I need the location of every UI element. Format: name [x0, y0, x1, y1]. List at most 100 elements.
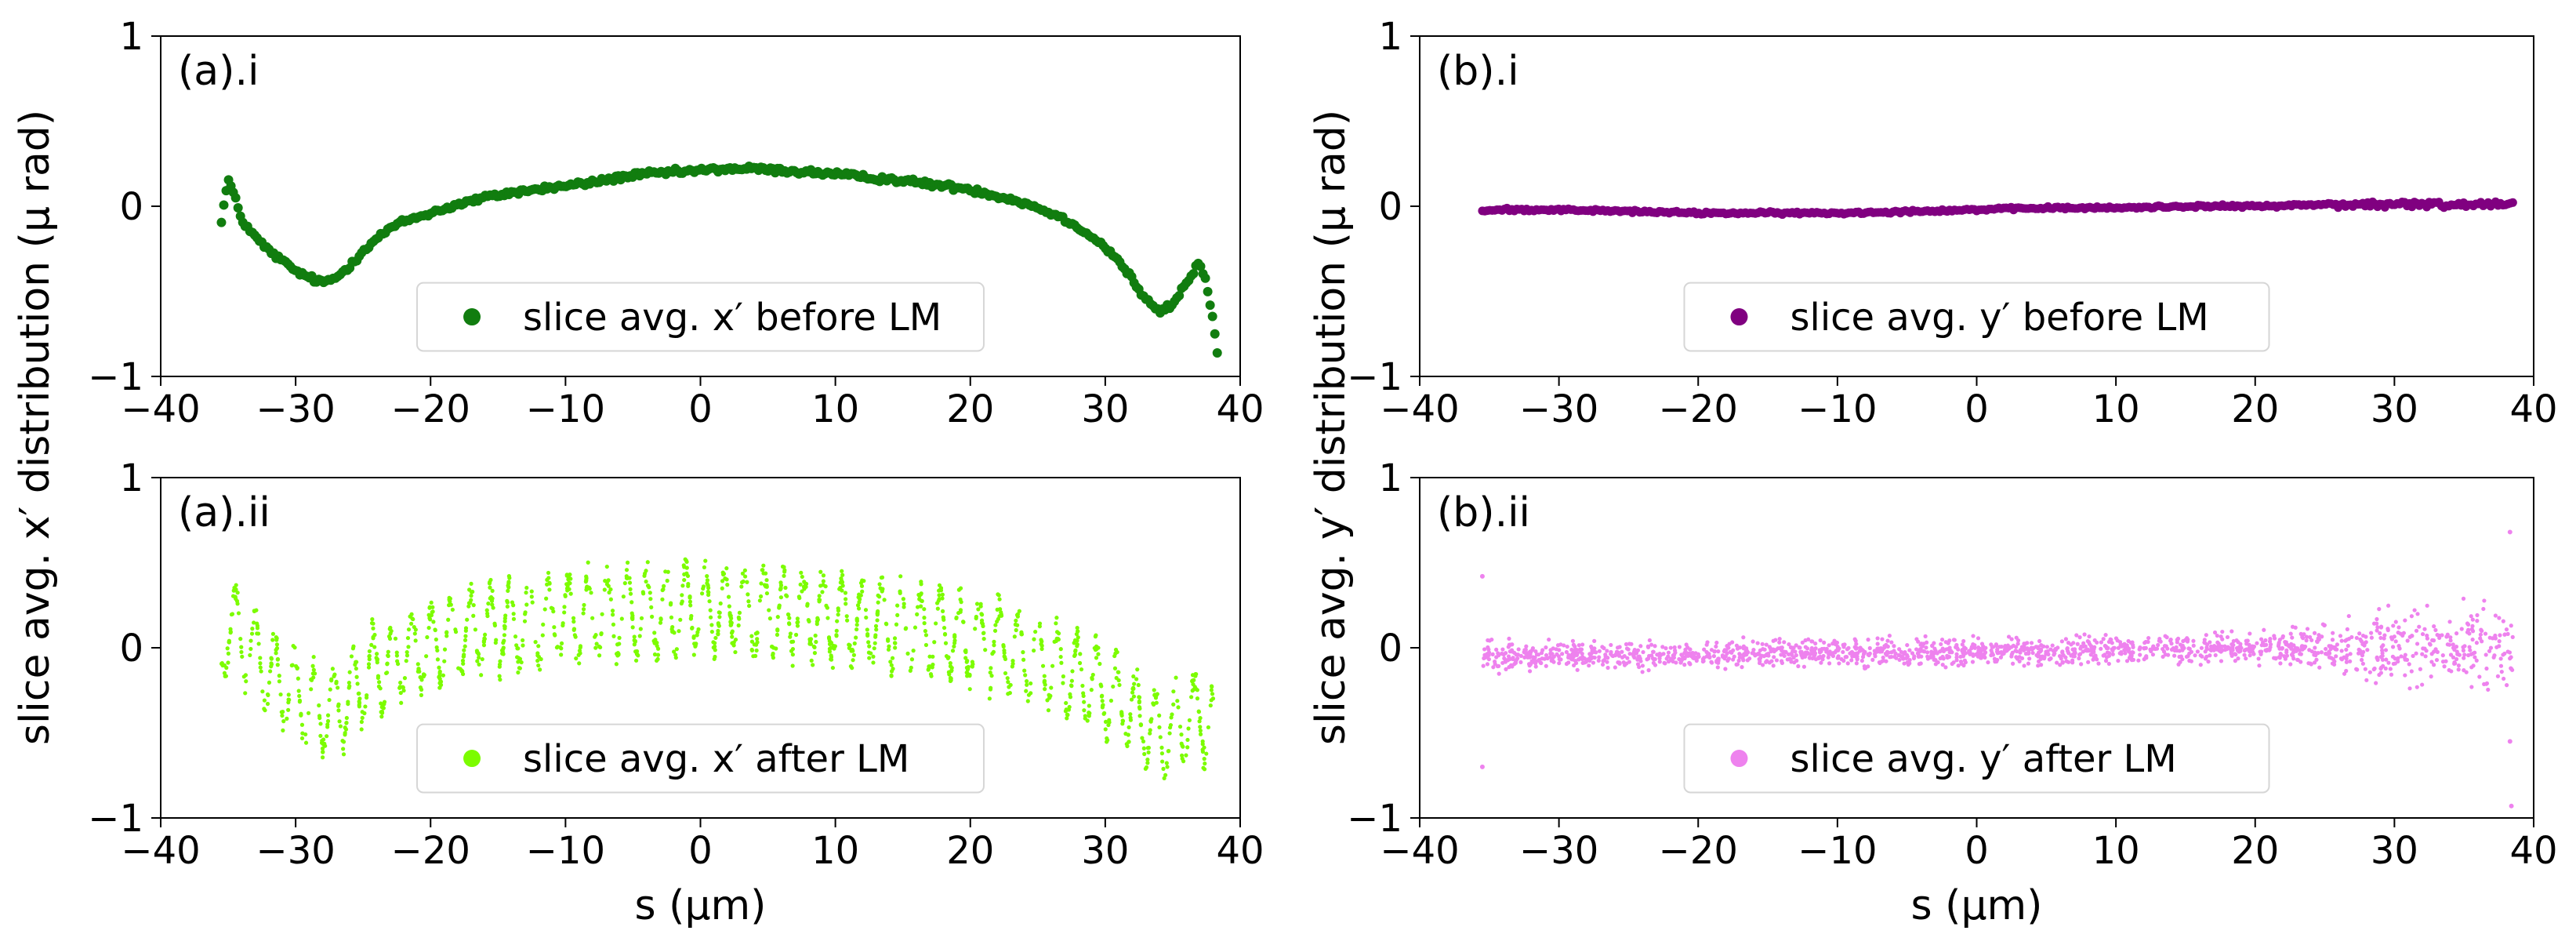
data-point [901, 597, 905, 602]
data-point [1597, 655, 1602, 660]
data-point [354, 660, 359, 664]
data-point [1889, 640, 1894, 645]
x-tick-label: −30 [1519, 387, 1598, 431]
data-point [1609, 649, 1613, 655]
data-point [2382, 633, 2387, 638]
data-point [488, 585, 492, 590]
data-point [1212, 347, 1222, 358]
data-point [426, 625, 431, 631]
data-point [1078, 652, 1083, 656]
data-point [1901, 656, 1906, 661]
x-tick-label: −30 [256, 387, 335, 431]
data-point [1757, 660, 1762, 666]
data-point [1768, 646, 1772, 651]
x-tick-label: 30 [1081, 387, 1129, 431]
data-point [1943, 640, 1948, 645]
data-point [2499, 669, 2504, 674]
data-point [867, 656, 872, 660]
data-point [2405, 638, 2410, 643]
data-point [927, 664, 931, 669]
data-point [461, 654, 466, 659]
data-point [1970, 660, 1976, 664]
data-point [1533, 655, 1537, 660]
data-point [1158, 735, 1163, 740]
data-point [1839, 656, 1844, 662]
data-point [2495, 674, 2501, 678]
data-point [1594, 650, 1598, 655]
data-point [1148, 728, 1152, 732]
data-point [1672, 652, 1677, 657]
data-point [2066, 660, 2071, 664]
data-point [236, 611, 241, 616]
data-point [983, 648, 988, 652]
data-point [1626, 647, 1631, 652]
data-point [1560, 652, 1565, 656]
data-point [295, 666, 299, 671]
data-point [1822, 640, 1827, 645]
data-point [1693, 651, 1698, 656]
data-point [1777, 636, 1782, 642]
data-point [252, 620, 256, 625]
data-point [759, 581, 764, 586]
x-tick-label: −20 [391, 829, 470, 873]
data-point [1042, 680, 1047, 685]
data-point [516, 670, 521, 675]
data-point [1638, 644, 1643, 649]
data-point [1755, 641, 1760, 645]
data-point [1010, 664, 1014, 669]
data-point [851, 652, 857, 657]
data-point [493, 640, 498, 645]
data-point [469, 594, 473, 598]
data-point [2242, 648, 2247, 653]
data-point [1657, 654, 1662, 659]
y-tick-label: −1 [88, 797, 143, 841]
data-point [546, 570, 551, 576]
data-point [549, 605, 554, 610]
data-point [2417, 624, 2422, 629]
data-point [2158, 639, 2163, 644]
data-point [2357, 631, 2362, 636]
data-point [2509, 655, 2513, 660]
data-point [1610, 653, 1615, 658]
data-point [2348, 652, 2353, 656]
data-point [823, 584, 828, 589]
data-point [2002, 648, 2007, 652]
data-point [415, 669, 420, 674]
data-point [278, 692, 283, 697]
data-point [1647, 638, 1652, 643]
data-point [669, 629, 675, 634]
data-point [2259, 643, 2264, 648]
data-point [1760, 663, 1765, 667]
data-point [1844, 655, 1849, 660]
data-point [1504, 667, 1508, 671]
data-point [1827, 643, 1831, 648]
data-point [608, 587, 613, 592]
data-point [815, 617, 821, 622]
data-point [1496, 651, 1500, 656]
data-point [2501, 652, 2505, 657]
data-point [1834, 640, 1840, 645]
data-point [614, 662, 619, 667]
data-point [1679, 657, 1685, 663]
data-point [310, 663, 315, 668]
data-point [481, 643, 487, 648]
data-point [317, 714, 322, 718]
data-point [2317, 633, 2321, 638]
data-point [2204, 647, 2209, 652]
data-point [2388, 667, 2393, 671]
data-point [463, 628, 468, 633]
data-point [384, 671, 389, 676]
data-point [1033, 629, 1038, 634]
data-point [568, 581, 572, 586]
legend-label: slice avg. x′ before LM [523, 296, 942, 340]
data-point [2092, 638, 2097, 643]
data-point [1640, 663, 1645, 668]
data-point [655, 652, 661, 657]
data-point [1999, 649, 2004, 655]
data-point [1580, 642, 1585, 647]
data-point [805, 602, 810, 606]
data-point [2397, 646, 2402, 651]
data-point [1709, 648, 1714, 652]
data-point [1141, 746, 1146, 751]
data-point [2072, 647, 2077, 652]
